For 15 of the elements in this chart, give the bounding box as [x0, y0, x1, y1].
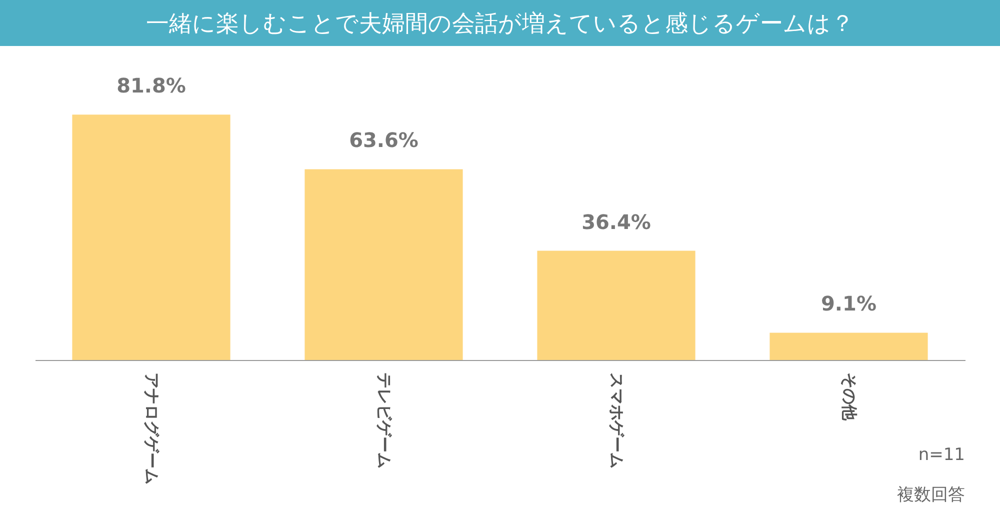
- bar: [770, 332, 928, 360]
- bar: [537, 250, 696, 360]
- x-tick-label: スマホゲーム: [607, 372, 626, 468]
- text: 複数回答: [897, 485, 965, 505]
- data-label: 36.4%: [582, 210, 651, 234]
- data-label: 63.6%: [349, 128, 418, 152]
- x-tick-label: アナログゲーム: [142, 372, 162, 484]
- text: n=11: [918, 445, 965, 465]
- bar: [304, 169, 463, 360]
- data-label: 81.8%: [116, 74, 186, 98]
- x-tick-label: その他: [840, 372, 859, 422]
- x-tick-label: テレビゲーム: [374, 372, 394, 468]
- data-label: 9.1%: [821, 292, 876, 316]
- chart-title: 一緒に楽しむことで夫婦間の会話が増えていると感じるゲームは？: [146, 11, 854, 37]
- bar: [72, 114, 230, 360]
